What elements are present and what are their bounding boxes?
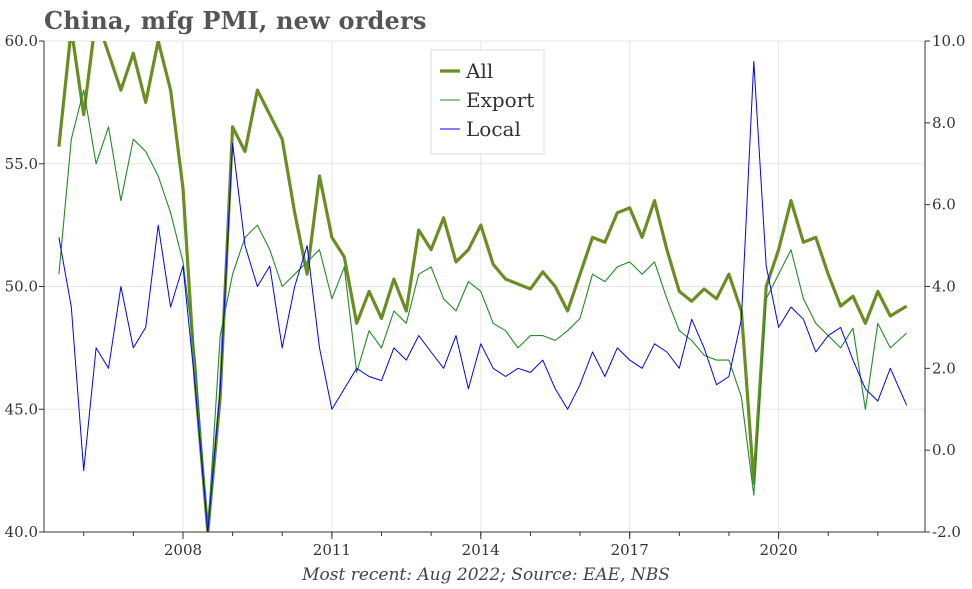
right-tick-label: -2.0 bbox=[932, 523, 961, 541]
legend: All Export Local bbox=[430, 49, 545, 155]
x-tick-label: 2014 bbox=[462, 541, 500, 559]
right-tick-label: 2.0 bbox=[932, 359, 956, 377]
series-line-export bbox=[58, 89, 907, 532]
axes: 40.0 45.0 50.0 55.0 60.0 -2.0 0.0 2.0 4.0 6.0 8.0 1… bbox=[5, 32, 966, 559]
right-tick-label: 6.0 bbox=[932, 196, 956, 214]
x-tick-label: 2008 bbox=[164, 541, 202, 559]
left-tick-label: 45.0 bbox=[5, 400, 38, 418]
source-note: Most recent: Aug 2022; Source: EAE, NBS bbox=[302, 565, 670, 585]
legend-label-export: Export bbox=[466, 88, 534, 112]
right-tick-label: 10.0 bbox=[932, 32, 965, 50]
legend-label-local: Local bbox=[466, 117, 521, 141]
x-tick-label: 2020 bbox=[759, 541, 797, 559]
left-tick-label: 50.0 bbox=[5, 278, 38, 296]
left-tick-label: 55.0 bbox=[5, 155, 38, 173]
x-tick-label: 2017 bbox=[611, 541, 649, 559]
right-tick-label: 0.0 bbox=[932, 441, 956, 459]
series-line-local bbox=[58, 61, 908, 532]
legend-box bbox=[430, 49, 545, 155]
left-tick-label: 40.0 bbox=[5, 523, 38, 541]
right-tick-label: 8.0 bbox=[932, 114, 956, 132]
chart-title: China, mfg PMI, new orders bbox=[44, 6, 427, 35]
series-lines bbox=[57, 41, 908, 532]
x-tick-label: 2011 bbox=[313, 541, 351, 559]
right-tick-label: 4.0 bbox=[932, 278, 956, 296]
legend-label-all: All bbox=[465, 59, 493, 83]
left-tick-label: 60.0 bbox=[5, 32, 38, 50]
